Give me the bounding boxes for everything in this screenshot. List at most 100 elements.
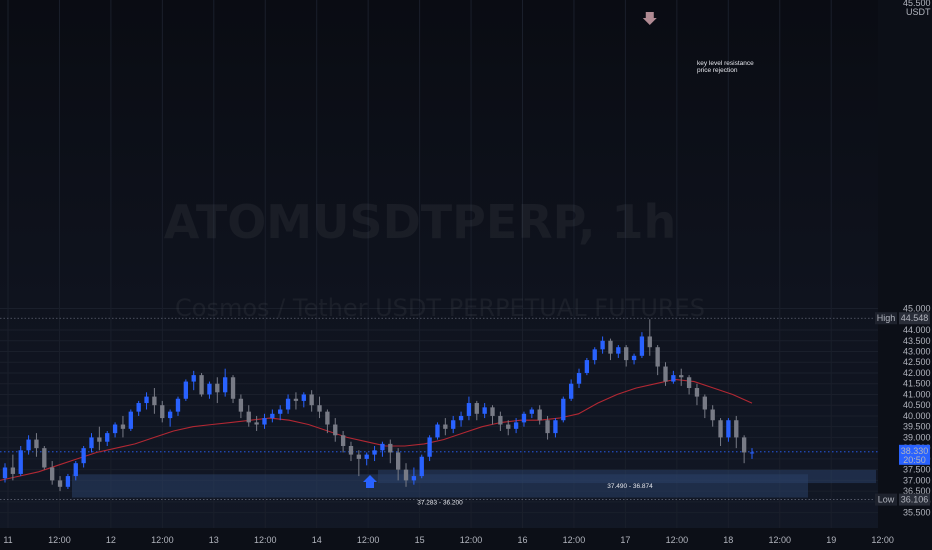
candle[interactable] — [191, 370, 196, 391]
candle[interactable] — [183, 379, 189, 401]
candle[interactable] — [97, 426, 102, 451]
candle[interactable] — [639, 332, 645, 358]
candle[interactable] — [474, 400, 479, 421]
candle[interactable] — [333, 418, 338, 442]
candle[interactable] — [718, 418, 723, 447]
candle[interactable] — [57, 476, 63, 492]
candle[interactable] — [18, 446, 23, 477]
candle[interactable] — [710, 405, 715, 427]
candle[interactable] — [482, 403, 487, 419]
candle[interactable] — [521, 411, 527, 427]
candle[interactable] — [246, 405, 251, 427]
candle[interactable] — [167, 409, 173, 427]
candle[interactable] — [443, 418, 448, 436]
candle[interactable] — [741, 435, 747, 464]
candle[interactable] — [136, 400, 141, 416]
candle[interactable] — [238, 394, 244, 419]
candle[interactable] — [576, 368, 582, 389]
candle[interactable] — [348, 441, 354, 462]
candle[interactable] — [647, 319, 652, 356]
candle[interactable] — [207, 381, 212, 399]
candle[interactable] — [230, 375, 236, 404]
candle[interactable] — [592, 347, 597, 365]
candle[interactable] — [395, 448, 401, 481]
candle[interactable] — [451, 415, 456, 434]
candle[interactable] — [81, 446, 86, 468]
zone-upper[interactable] — [378, 469, 876, 484]
candle[interactable] — [144, 392, 149, 410]
candle[interactable] — [325, 409, 330, 434]
candle[interactable] — [10, 454, 16, 481]
candle[interactable] — [73, 461, 78, 481]
candle[interactable] — [152, 388, 157, 414]
candle[interactable] — [694, 383, 700, 406]
candle[interactable] — [506, 420, 511, 436]
candle[interactable] — [679, 368, 684, 386]
candle[interactable] — [105, 430, 110, 447]
candle[interactable] — [112, 422, 118, 438]
candle[interactable] — [702, 394, 707, 419]
candle[interactable] — [458, 411, 464, 427]
candle[interactable] — [175, 396, 181, 416]
candle[interactable] — [254, 415, 259, 431]
candle[interactable] — [50, 461, 55, 485]
candle[interactable] — [568, 379, 574, 401]
candle[interactable] — [301, 392, 306, 408]
candle[interactable] — [537, 405, 542, 425]
candle[interactable] — [262, 413, 267, 429]
candle[interactable] — [317, 396, 322, 419]
candle[interactable] — [663, 362, 668, 386]
candle[interactable] — [545, 415, 550, 440]
candle[interactable] — [734, 415, 739, 449]
candle[interactable] — [553, 418, 558, 438]
candle[interactable] — [309, 390, 314, 412]
candle[interactable] — [199, 372, 204, 397]
candle[interactable] — [600, 336, 605, 354]
time-axis-panel[interactable] — [0, 528, 932, 550]
candle[interactable] — [435, 422, 440, 440]
candle[interactable] — [671, 370, 676, 384]
candle[interactable] — [388, 439, 393, 464]
candle[interactable] — [65, 473, 71, 489]
candle[interactable] — [340, 430, 346, 453]
candle[interactable] — [686, 375, 692, 395]
candle[interactable] — [34, 433, 39, 457]
candle[interactable] — [160, 400, 165, 423]
candle[interactable] — [427, 435, 432, 462]
candle[interactable] — [608, 338, 613, 361]
candle[interactable] — [380, 441, 385, 457]
candle[interactable] — [529, 407, 534, 419]
candle[interactable] — [466, 396, 472, 421]
candle[interactable] — [624, 345, 629, 367]
candle[interactable] — [223, 368, 228, 397]
candle[interactable] — [270, 409, 275, 423]
down-arrow-marker[interactable] — [642, 12, 657, 25]
candle[interactable] — [616, 345, 621, 358]
candle[interactable] — [726, 418, 731, 442]
candle[interactable] — [278, 405, 283, 421]
candle[interactable] — [490, 405, 495, 425]
candle[interactable] — [749, 448, 755, 459]
candle[interactable] — [293, 392, 299, 410]
candle[interactable] — [513, 418, 519, 434]
candle[interactable] — [561, 396, 566, 423]
candle[interactable] — [631, 353, 637, 365]
up-arrow-marker[interactable] — [363, 475, 377, 488]
candle[interactable] — [120, 415, 126, 438]
candle[interactable] — [411, 467, 417, 485]
candle[interactable] — [128, 409, 133, 431]
candle[interactable] — [364, 452, 369, 466]
candle[interactable] — [26, 435, 31, 455]
candle[interactable] — [285, 394, 291, 414]
candle[interactable] — [584, 357, 590, 376]
candle[interactable] — [42, 446, 47, 470]
candle[interactable] — [89, 433, 94, 453]
candle[interactable] — [655, 345, 660, 376]
candle[interactable] — [372, 446, 377, 462]
candle[interactable] — [356, 450, 362, 477]
candle[interactable] — [403, 463, 409, 487]
candle[interactable] — [419, 454, 424, 479]
candle[interactable] — [215, 377, 220, 404]
candle[interactable] — [2, 463, 8, 483]
